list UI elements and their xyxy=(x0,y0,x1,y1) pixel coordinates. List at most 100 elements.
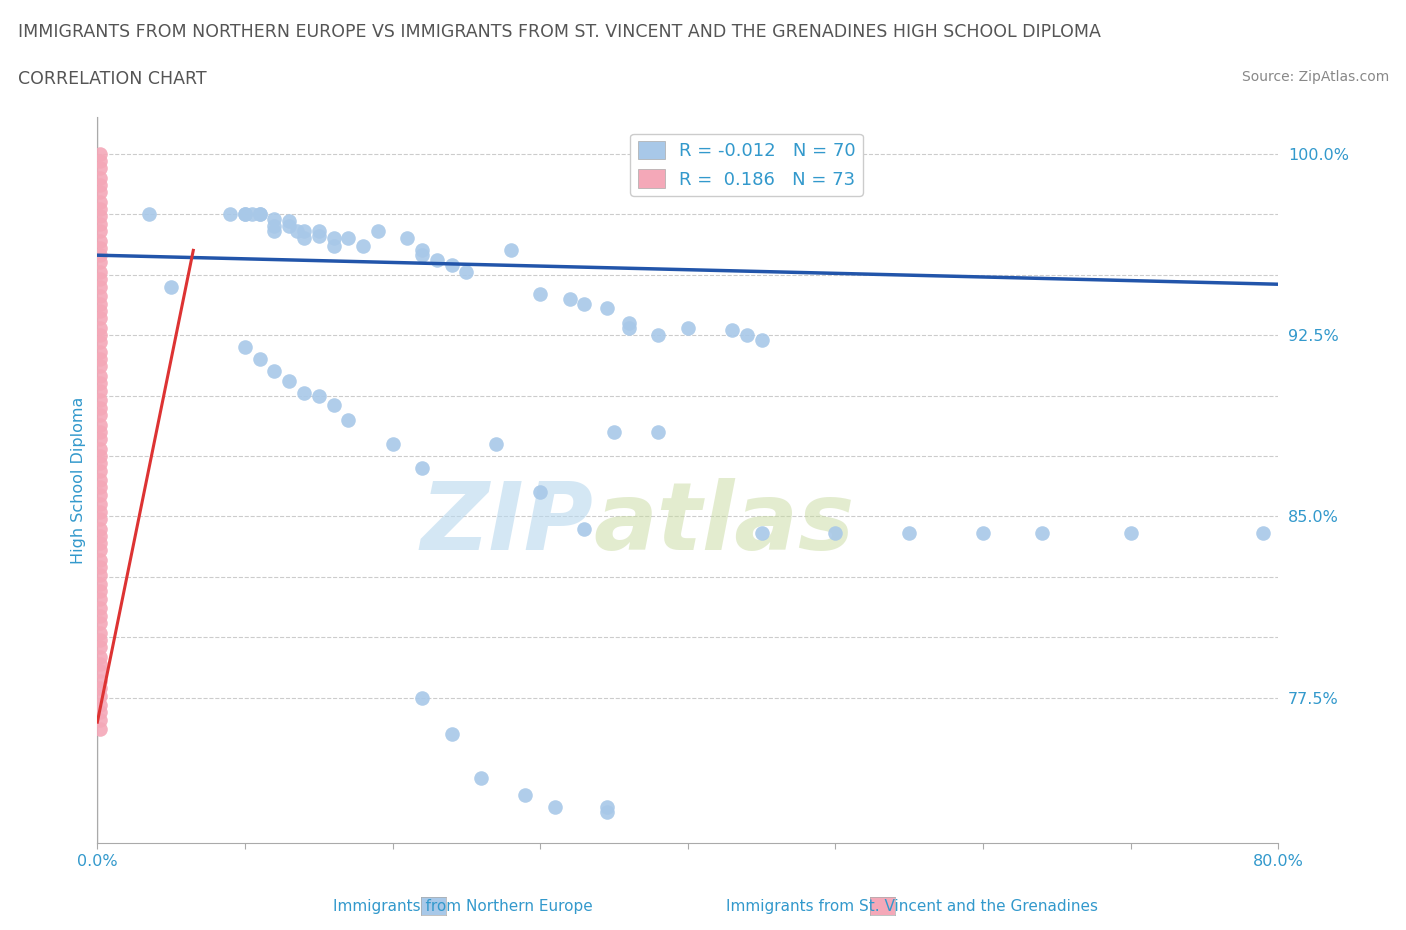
Point xyxy=(89,521,111,536)
Point xyxy=(89,153,111,168)
Point xyxy=(529,286,551,301)
Point xyxy=(89,296,111,311)
Point xyxy=(751,332,773,347)
Point xyxy=(233,339,256,354)
Point xyxy=(89,625,111,640)
Point xyxy=(603,424,626,439)
Point xyxy=(529,485,551,499)
Point xyxy=(89,688,111,703)
Point xyxy=(89,657,111,671)
Point xyxy=(89,161,111,176)
Point xyxy=(308,229,330,244)
Point xyxy=(352,238,374,253)
Point xyxy=(89,504,111,519)
Point xyxy=(160,279,183,294)
Point xyxy=(647,327,669,342)
Text: Source: ZipAtlas.com: Source: ZipAtlas.com xyxy=(1241,70,1389,84)
Point xyxy=(440,726,463,741)
Point xyxy=(426,253,449,268)
Point xyxy=(89,344,111,359)
Text: Immigrants from St. Vincent and the Grenadines: Immigrants from St. Vincent and the Gren… xyxy=(725,899,1098,914)
Point xyxy=(89,170,111,185)
Point xyxy=(89,512,111,526)
Point xyxy=(249,206,271,221)
Point xyxy=(337,412,360,427)
Point xyxy=(308,223,330,238)
Point xyxy=(574,521,596,536)
Point xyxy=(440,258,463,272)
Point xyxy=(233,206,256,221)
Point xyxy=(89,376,111,391)
Point xyxy=(89,442,111,457)
Point xyxy=(263,219,285,233)
Point xyxy=(89,217,111,232)
Text: CORRELATION CHART: CORRELATION CHART xyxy=(18,70,207,87)
Point xyxy=(322,231,344,246)
Point xyxy=(89,480,111,495)
Point xyxy=(322,398,344,413)
Point xyxy=(89,327,111,342)
Text: IMMIGRANTS FROM NORTHERN EUROPE VS IMMIGRANTS FROM ST. VINCENT AND THE GRENADINE: IMMIGRANTS FROM NORTHERN EUROPE VS IMMIG… xyxy=(18,23,1101,41)
Point xyxy=(89,705,111,720)
Point xyxy=(138,206,160,221)
Point xyxy=(292,231,315,246)
Point xyxy=(485,436,508,451)
Point xyxy=(89,432,111,446)
Point xyxy=(263,223,285,238)
Point xyxy=(89,209,111,224)
Point xyxy=(263,364,285,379)
Point xyxy=(1031,526,1053,541)
Point xyxy=(89,463,111,478)
Point xyxy=(89,601,111,616)
Point xyxy=(89,368,111,383)
Point xyxy=(89,649,111,664)
Point xyxy=(617,320,640,335)
Point xyxy=(647,424,669,439)
Text: Immigrants from Northern Europe: Immigrants from Northern Europe xyxy=(333,899,593,914)
Point xyxy=(292,386,315,401)
Point xyxy=(89,241,111,256)
Point xyxy=(89,528,111,543)
Point xyxy=(574,296,596,311)
Point xyxy=(89,712,111,727)
Point xyxy=(367,223,389,238)
Point xyxy=(89,456,111,471)
Point xyxy=(824,526,846,541)
Point xyxy=(89,418,111,432)
Point xyxy=(89,632,111,647)
Point xyxy=(89,591,111,606)
Point xyxy=(89,279,111,294)
Point xyxy=(292,223,315,238)
Point xyxy=(89,247,111,262)
Point xyxy=(278,219,301,233)
Point xyxy=(735,327,758,342)
Point xyxy=(595,804,617,819)
Point xyxy=(89,552,111,567)
Point xyxy=(233,206,256,221)
Point xyxy=(89,567,111,582)
Point xyxy=(89,584,111,599)
Point xyxy=(89,359,111,374)
Point xyxy=(89,289,111,304)
Point xyxy=(89,233,111,248)
Point xyxy=(89,536,111,551)
Point xyxy=(676,320,699,335)
Point xyxy=(411,690,433,705)
Point xyxy=(595,800,617,815)
Point xyxy=(278,214,301,229)
Point xyxy=(89,352,111,366)
Point xyxy=(89,608,111,623)
Point xyxy=(456,265,478,280)
Y-axis label: High School Diploma: High School Diploma xyxy=(72,396,86,564)
Point xyxy=(337,231,360,246)
Point xyxy=(89,487,111,502)
Point xyxy=(89,400,111,415)
Point xyxy=(89,265,111,280)
Point xyxy=(89,407,111,422)
Point xyxy=(89,255,111,270)
Point xyxy=(89,311,111,325)
Point xyxy=(1119,526,1142,541)
Point xyxy=(515,788,537,803)
Point xyxy=(89,202,111,217)
Point xyxy=(89,194,111,209)
